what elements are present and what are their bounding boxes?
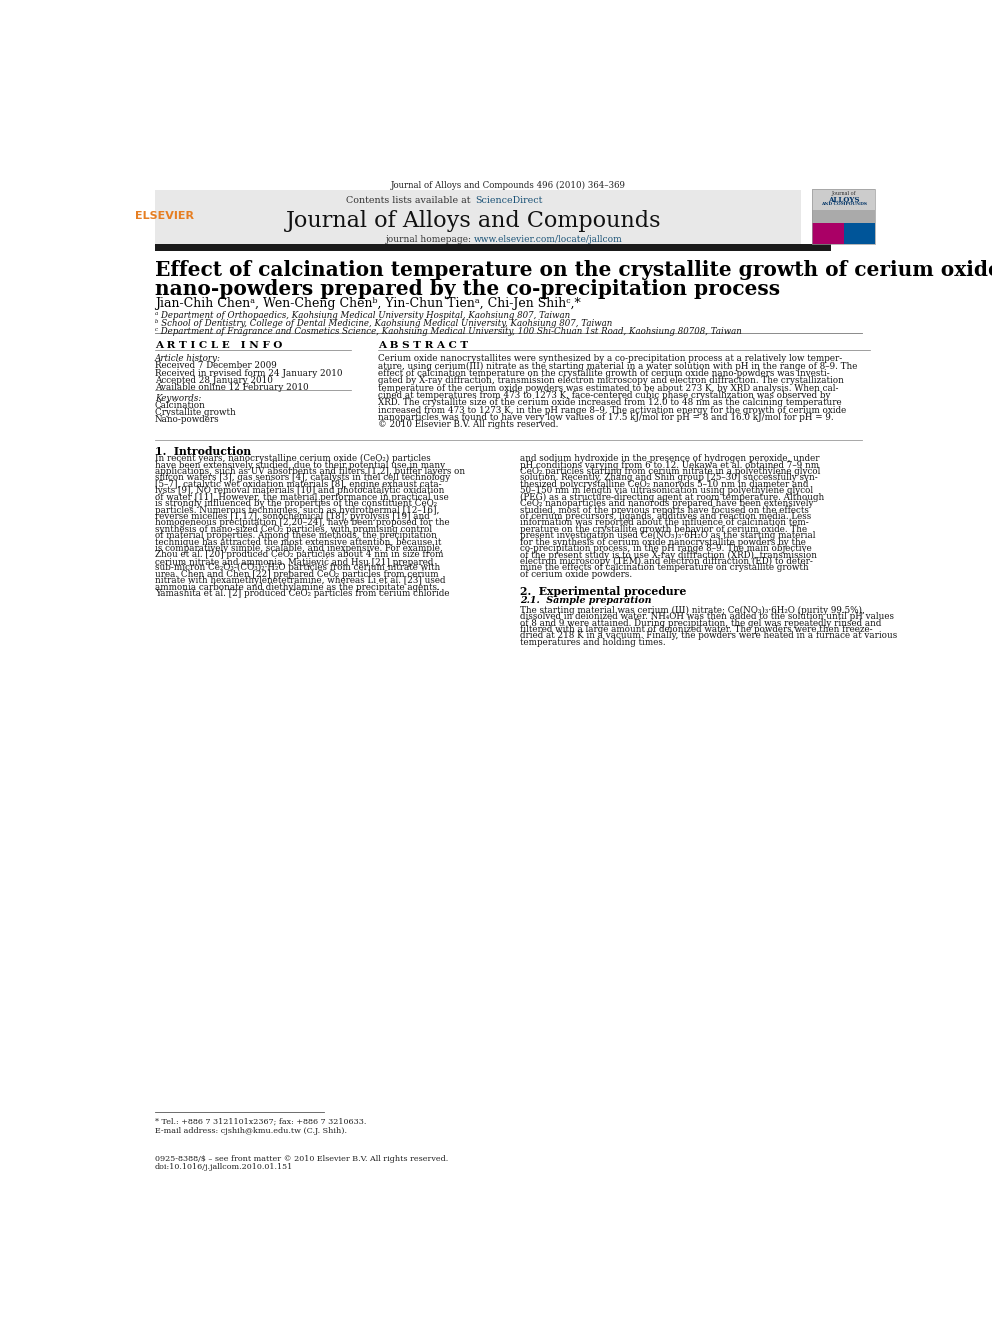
Text: of the present study is to use X-ray diffraction (XRD), transmission: of the present study is to use X-ray dif… — [520, 550, 817, 560]
Text: AND COMPOUNDS: AND COMPOUNDS — [820, 201, 867, 205]
Text: of 8 and 9 were attained. During precipitation, the gel was repeatedly rinsed an: of 8 and 9 were attained. During precipi… — [520, 619, 881, 627]
Text: XRD. The crystallite size of the cerium oxide increased from 12.0 to 48 nm as th: XRD. The crystallite size of the cerium … — [378, 398, 841, 407]
Text: filtered with a large amount of deionized water. The powders were then freeze-: filtered with a large amount of deionize… — [520, 624, 873, 634]
Text: Journal of Alloys and Compounds 496 (2010) 364–369: Journal of Alloys and Compounds 496 (201… — [391, 181, 626, 191]
Text: ALLOYS: ALLOYS — [828, 196, 859, 205]
Text: 1.  Introduction: 1. Introduction — [155, 446, 251, 456]
Text: sub-micron Ce₂O₃-(CO₃)₂·H₂O particles from cerium nitrate with: sub-micron Ce₂O₃-(CO₃)₂·H₂O particles fr… — [155, 564, 440, 573]
Text: dissolved in deionized water. NH₄OH was then added to the solution until pH valu: dissolved in deionized water. NH₄OH was … — [520, 613, 894, 620]
Text: Nano-powders: Nano-powders — [155, 415, 219, 425]
Text: Jian-Chih Chenᵃ, Wen-Cheng Chenᵇ, Yin-Chun Tienᵃ, Chi-Jen Shihᶜ,*: Jian-Chih Chenᵃ, Wen-Cheng Chenᵇ, Yin-Ch… — [155, 298, 580, 311]
Text: Contents lists available at: Contents lists available at — [346, 196, 474, 205]
Text: ature, using cerium(III) nitrate as the starting material in a water solution wi: ature, using cerium(III) nitrate as the … — [378, 361, 857, 370]
Text: ScienceDirect: ScienceDirect — [475, 196, 543, 205]
Text: studied, most of the previous reports have focused on the effects: studied, most of the previous reports ha… — [520, 505, 808, 515]
Text: © 2010 Elsevier B.V. All rights reserved.: © 2010 Elsevier B.V. All rights reserved… — [378, 421, 558, 430]
Text: ᵃ Department of Orthopaedics, Kaohsiung Medical University Hospital, Kaohsiung 8: ᵃ Department of Orthopaedics, Kaohsiung … — [155, 311, 569, 320]
Text: mine the effects of calcination temperature on crystallite growth: mine the effects of calcination temperat… — [520, 564, 808, 573]
Text: of cerium oxide powders.: of cerium oxide powders. — [520, 570, 632, 578]
Bar — [155, 245, 831, 251]
Text: ammonia carbonate and diethylamine as the precipitate agents.: ammonia carbonate and diethylamine as th… — [155, 582, 439, 591]
Text: of cerium precursors, ligands, additives and reaction media. Less: of cerium precursors, ligands, additives… — [520, 512, 811, 521]
Text: (PEG) as a structure-directing agent at room temperature. Although: (PEG) as a structure-directing agent at … — [520, 492, 824, 501]
Text: Accepted 28 January 2010: Accepted 28 January 2010 — [155, 376, 273, 385]
Text: Received 7 December 2009: Received 7 December 2009 — [155, 361, 277, 370]
Text: perature on the crystallite growth behavior of cerium oxide. The: perature on the crystallite growth behav… — [520, 525, 807, 533]
Text: present investigation used Ce(NO₃)₃·6H₂O as the starting material: present investigation used Ce(NO₃)₃·6H₂O… — [520, 532, 815, 540]
Text: www.elsevier.com/locate/jallcom: www.elsevier.com/locate/jallcom — [474, 235, 623, 245]
Text: thesized polycrystalline CeO₂ nanorods 5–10 nm in diameter and: thesized polycrystalline CeO₂ nanorods 5… — [520, 480, 808, 490]
Text: solution. Recently, Zhang and Shih group [25–30] successfully syn-: solution. Recently, Zhang and Shih group… — [520, 474, 817, 483]
Text: CeO₂ nanoparticles and nanorods prepared have been extensively: CeO₂ nanoparticles and nanorods prepared… — [520, 499, 813, 508]
Text: lysts [9], NO removal materials [10] and photocatalytic oxidation: lysts [9], NO removal materials [10] and… — [155, 487, 444, 495]
Text: A B S T R A C T: A B S T R A C T — [378, 341, 468, 351]
Text: silicon wafers [3], gas sensors [4], catalysts in fuel cell technology: silicon wafers [3], gas sensors [4], cat… — [155, 474, 450, 483]
Text: cerium nitrate and ammonia. Matijević and Hsu [21] prepared: cerium nitrate and ammonia. Matijević an… — [155, 557, 434, 566]
Text: 2.1.  Sample preparation: 2.1. Sample preparation — [520, 597, 652, 606]
Text: The starting material was cerium (III) nitrate; Ce(NO₃)₃·6H₂O (purity 99.5%),: The starting material was cerium (III) n… — [520, 606, 865, 615]
Text: In recent years, nanocrystalline cerium oxide (CeO₂) particles: In recent years, nanocrystalline cerium … — [155, 454, 431, 463]
Text: temperature of the cerium oxide powders was estimated to be about 273 K, by XRD : temperature of the cerium oxide powders … — [378, 384, 838, 393]
Text: technique has attracted the most extensive attention, because it: technique has attracted the most extensi… — [155, 537, 441, 546]
Text: homogeneous precipitation [2,20–24], have been proposed for the: homogeneous precipitation [2,20–24], hav… — [155, 519, 449, 528]
Text: of water [11]. However, the material performance in practical use: of water [11]. However, the material per… — [155, 492, 448, 501]
Text: synthesis of nano-sized CeO₂ particles, with promising control: synthesis of nano-sized CeO₂ particles, … — [155, 525, 432, 533]
Text: 2.  Experimental procedure: 2. Experimental procedure — [520, 586, 686, 597]
Text: Journal of: Journal of — [831, 192, 856, 196]
Text: is strongly influenced by the properties of the constituent CeO₂: is strongly influenced by the properties… — [155, 499, 436, 508]
Text: nano-powders prepared by the co-precipitation process: nano-powders prepared by the co-precipit… — [155, 279, 780, 299]
Bar — [812, 189, 875, 209]
Text: urea. Chen and Chen [22] prepared CeO₂ particles from cerium: urea. Chen and Chen [22] prepared CeO₂ p… — [155, 570, 438, 578]
Text: A R T I C L E   I N F O: A R T I C L E I N F O — [155, 341, 282, 351]
Text: Crystallite growth: Crystallite growth — [155, 409, 235, 417]
Text: E-mail address: cjshih@kmu.edu.tw (C.J. Shih).: E-mail address: cjshih@kmu.edu.tw (C.J. … — [155, 1127, 347, 1135]
Text: nanoparticles was found to have very low values of 17.5 kJ/mol for pH = 8 and 16: nanoparticles was found to have very low… — [378, 413, 833, 422]
Text: pH conditions varying from 6 to 12. Uekawa et al. obtained 7–9 nm: pH conditions varying from 6 to 12. Ueka… — [520, 460, 819, 470]
Text: reverse micelles [1,17], sonochemical [18], pyrolysis [19] and: reverse micelles [1,17], sonochemical [1… — [155, 512, 430, 521]
Bar — [812, 189, 875, 245]
Text: Article history:: Article history: — [155, 355, 221, 364]
Text: nitrate with hexamethylenetetramine, whereas Li et al. [23] used: nitrate with hexamethylenetetramine, whe… — [155, 576, 445, 585]
Text: co-precipitation process, in the pH range 8–9. The main objective: co-precipitation process, in the pH rang… — [520, 544, 811, 553]
Text: Keywords:: Keywords: — [155, 394, 201, 404]
Text: * Tel.: +886 7 3121101x2367; fax: +886 7 3210633.: * Tel.: +886 7 3121101x2367; fax: +886 7… — [155, 1118, 366, 1126]
Text: applications, such as UV absorbents and filters [1,2], buffer layers on: applications, such as UV absorbents and … — [155, 467, 465, 476]
Text: have been extensively studied, due to their potential use in many: have been extensively studied, due to th… — [155, 460, 444, 470]
Text: Calcination: Calcination — [155, 401, 205, 410]
Text: Yamashita et al. [2] produced CeO₂ particles from cerium chloride: Yamashita et al. [2] produced CeO₂ parti… — [155, 589, 449, 598]
Text: and sodium hydroxide in the presence of hydrogen peroxide, under: and sodium hydroxide in the presence of … — [520, 454, 819, 463]
Text: is comparatively simple, scalable, and inexpensive. For example,: is comparatively simple, scalable, and i… — [155, 544, 442, 553]
Text: journal homepage:: journal homepage: — [386, 235, 474, 245]
Text: electron microscopy (TEM) and electron diffraction (ED) to deter-: electron microscopy (TEM) and electron d… — [520, 557, 812, 566]
Text: Journal of Alloys and Compounds: Journal of Alloys and Compounds — [286, 209, 662, 232]
Text: for the synthesis of cerium oxide nanocrystallite powders by the: for the synthesis of cerium oxide nanocr… — [520, 537, 806, 546]
Text: CeO₂ particles starting from cerium nitrate in a polyethylene glycol: CeO₂ particles starting from cerium nitr… — [520, 467, 820, 476]
Text: doi:10.1016/j.jallcom.2010.01.151: doi:10.1016/j.jallcom.2010.01.151 — [155, 1163, 293, 1171]
Text: 50–150 nm in length via ultrasonication using polyethylene glycol: 50–150 nm in length via ultrasonication … — [520, 487, 813, 495]
Text: Effect of calcination temperature on the crystallite growth of cerium oxide: Effect of calcination temperature on the… — [155, 259, 992, 279]
Text: Received in revised form 24 January 2010: Received in revised form 24 January 2010 — [155, 369, 342, 377]
Text: ᶜ Department of Fragrance and Cosmetics Science, Kaohsiung Medical University, 1: ᶜ Department of Fragrance and Cosmetics … — [155, 327, 741, 336]
Bar — [812, 209, 875, 224]
Text: information was reported about the influence of calcination tem-: information was reported about the influ… — [520, 519, 808, 528]
Text: gated by X-ray diffraction, transmission electron microscopy and electron diffra: gated by X-ray diffraction, transmission… — [378, 376, 843, 385]
Text: effect of calcination temperature on the crystallite growth of cerium oxide nano: effect of calcination temperature on the… — [378, 369, 829, 378]
Text: of material properties. Among these methods, the precipitation: of material properties. Among these meth… — [155, 532, 436, 540]
Text: Zhou et al. [20] produced CeO₂ particles about 4 nm in size from: Zhou et al. [20] produced CeO₂ particles… — [155, 550, 443, 560]
Bar — [812, 224, 843, 245]
Text: ELSEVIER: ELSEVIER — [135, 210, 193, 221]
Text: 0925-8388/$ – see front matter © 2010 Elsevier B.V. All rights reserved.: 0925-8388/$ – see front matter © 2010 El… — [155, 1155, 448, 1163]
Text: Available online 12 February 2010: Available online 12 February 2010 — [155, 382, 309, 392]
Text: ᵇ School of Dentistry, College of Dental Medicine, Kaohsiung Medical University,: ᵇ School of Dentistry, College of Dental… — [155, 319, 612, 328]
Text: increased from 473 to 1273 K, in the pH range 8–9. The activation energy for the: increased from 473 to 1273 K, in the pH … — [378, 406, 846, 414]
Text: [5–7], catalytic wet oxidation materials [8], engine exhaust cata-: [5–7], catalytic wet oxidation materials… — [155, 480, 441, 490]
Text: temperatures and holding times.: temperatures and holding times. — [520, 638, 666, 647]
Text: cined at temperatures from 473 to 1273 K, face-centered cubic phase crystallizat: cined at temperatures from 473 to 1273 K… — [378, 392, 830, 400]
Text: dried at 218 K in a vacuum. Finally, the powders were heated in a furnace at var: dried at 218 K in a vacuum. Finally, the… — [520, 631, 897, 640]
Bar — [843, 224, 875, 245]
Bar — [155, 191, 801, 245]
Text: particles. Numerous techniques, such as hydrothermal [12–16],: particles. Numerous techniques, such as … — [155, 505, 439, 515]
Text: Cerium oxide nanocrystallites were synthesized by a co-precipitation process at : Cerium oxide nanocrystallites were synth… — [378, 355, 842, 364]
